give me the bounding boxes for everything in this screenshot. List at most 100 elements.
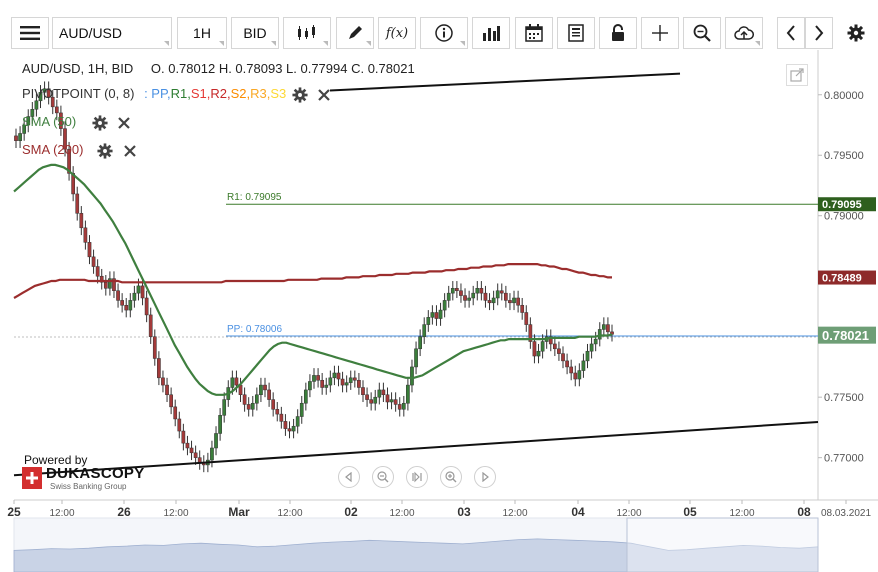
sma50-label: SMA (50) [22, 114, 77, 129]
dukascopy-logo-icon [22, 467, 42, 489]
candle-body [116, 290, 120, 301]
close-icon[interactable] [317, 88, 331, 102]
candle-body [254, 394, 259, 404]
pivot-part-6: S3 [270, 86, 287, 101]
crosshair-button[interactable] [641, 17, 679, 49]
candle-body [340, 378, 345, 386]
menu-button[interactable] [11, 17, 49, 49]
popout-button[interactable] [786, 64, 808, 86]
nav-zoom-in-button[interactable] [440, 466, 462, 488]
candle-body [348, 377, 353, 383]
candle-body [312, 375, 316, 382]
candle-body [177, 418, 182, 432]
info-button[interactable] [420, 17, 468, 49]
volume-button[interactable] [472, 17, 510, 49]
candle-body [442, 300, 447, 311]
pivot-part-2: S1, [190, 86, 211, 101]
candle-body [369, 399, 374, 404]
candle-body [14, 135, 18, 141]
candle-body [467, 297, 471, 301]
candle-body [75, 193, 80, 214]
x-tick-label: 12:00 [163, 508, 188, 519]
candle-body [606, 324, 610, 333]
x-tick-label: Mar [228, 505, 250, 519]
document-icon [568, 24, 584, 42]
lower-trend-line[interactable] [13, 420, 819, 477]
gear-icon[interactable] [92, 115, 108, 131]
calendar-button[interactable] [515, 17, 553, 49]
candle-body [95, 266, 100, 277]
template-button[interactable] [557, 17, 595, 49]
pivot-legend[interactable]: PIVOTPOINT (0, 8) : PP, R1, S1, R2, S2, … [22, 86, 331, 103]
nav-prev-button[interactable] [338, 466, 360, 488]
indicators-button[interactable]: f(x) [378, 17, 416, 49]
pencil-icon [349, 26, 362, 39]
sma200-legend[interactable]: SMA (200) [22, 142, 137, 159]
candle-body [26, 116, 31, 126]
symbol-selector[interactable]: AUD/USD [52, 17, 172, 49]
candle-body [210, 447, 214, 461]
candle-body [426, 317, 431, 325]
candle-body [450, 288, 455, 294]
x-tick-label: 12:00 [277, 508, 302, 519]
chart-type-button[interactable] [283, 17, 331, 49]
gear-icon[interactable] [292, 87, 308, 103]
nav-zoom-out-button[interactable] [372, 466, 394, 488]
scroll-right-button[interactable] [805, 17, 833, 49]
price-type-selector[interactable]: BID [231, 17, 279, 49]
gear-icon[interactable] [97, 143, 113, 159]
close-icon[interactable] [123, 144, 137, 158]
candle-body [132, 292, 137, 301]
pivot-part-4: S2, [230, 86, 251, 101]
upper-trend-line[interactable] [329, 72, 681, 92]
candle-body [504, 292, 508, 301]
candle-body [410, 366, 414, 386]
candle-body [524, 312, 529, 325]
nav-next-button[interactable] [474, 466, 496, 488]
candle-body [181, 430, 186, 444]
nav-reset-button[interactable] [406, 466, 428, 488]
zoom-button[interactable] [683, 17, 721, 49]
candle-body [30, 109, 35, 117]
candle-body [548, 336, 553, 345]
trend-lines[interactable] [13, 72, 819, 477]
candle-body [283, 421, 288, 429]
export-button[interactable] [725, 17, 763, 49]
candle-body [577, 370, 582, 380]
candle-body [279, 413, 284, 422]
candle-body [263, 384, 267, 391]
timeframe-selector[interactable]: 1H [177, 17, 227, 49]
navigator[interactable] [13, 517, 819, 572]
timeframe-label: 1H [193, 25, 211, 41]
cloud-upload-icon [734, 26, 754, 40]
zoom-icon [693, 24, 711, 42]
navigator-window[interactable] [626, 517, 819, 572]
r1-badge-text: 0.79095 [822, 199, 862, 211]
dropdown-arrow-icon [755, 41, 760, 46]
candle-body [512, 297, 516, 304]
candle-body [308, 381, 312, 391]
candle-body [63, 128, 67, 150]
close-icon[interactable] [117, 116, 131, 130]
settings-button[interactable] [841, 17, 871, 49]
candle-body [250, 402, 255, 410]
price-chart[interactable]: 0.800000.795000.790000.785000.780000.775… [0, 50, 878, 572]
sma50-line [13, 163, 613, 396]
candle-body [463, 295, 467, 301]
candle-body [103, 282, 108, 289]
lock-icon [612, 24, 624, 41]
fx-icon: f(x) [385, 25, 409, 41]
candle-body [475, 288, 480, 294]
candle-body [316, 375, 320, 381]
scroll-left-button[interactable] [777, 17, 805, 49]
y-tick-label: 0.80000 [824, 90, 864, 102]
candle-body [352, 377, 357, 381]
candle-body [361, 387, 365, 396]
sma50-legend[interactable]: SMA (50) [22, 114, 131, 131]
candle-body [516, 297, 520, 306]
lock-button[interactable] [599, 17, 637, 49]
draw-tools-button[interactable] [336, 17, 374, 49]
popout-icon [790, 68, 804, 82]
candle-body [222, 399, 227, 416]
candle-body [499, 290, 504, 294]
